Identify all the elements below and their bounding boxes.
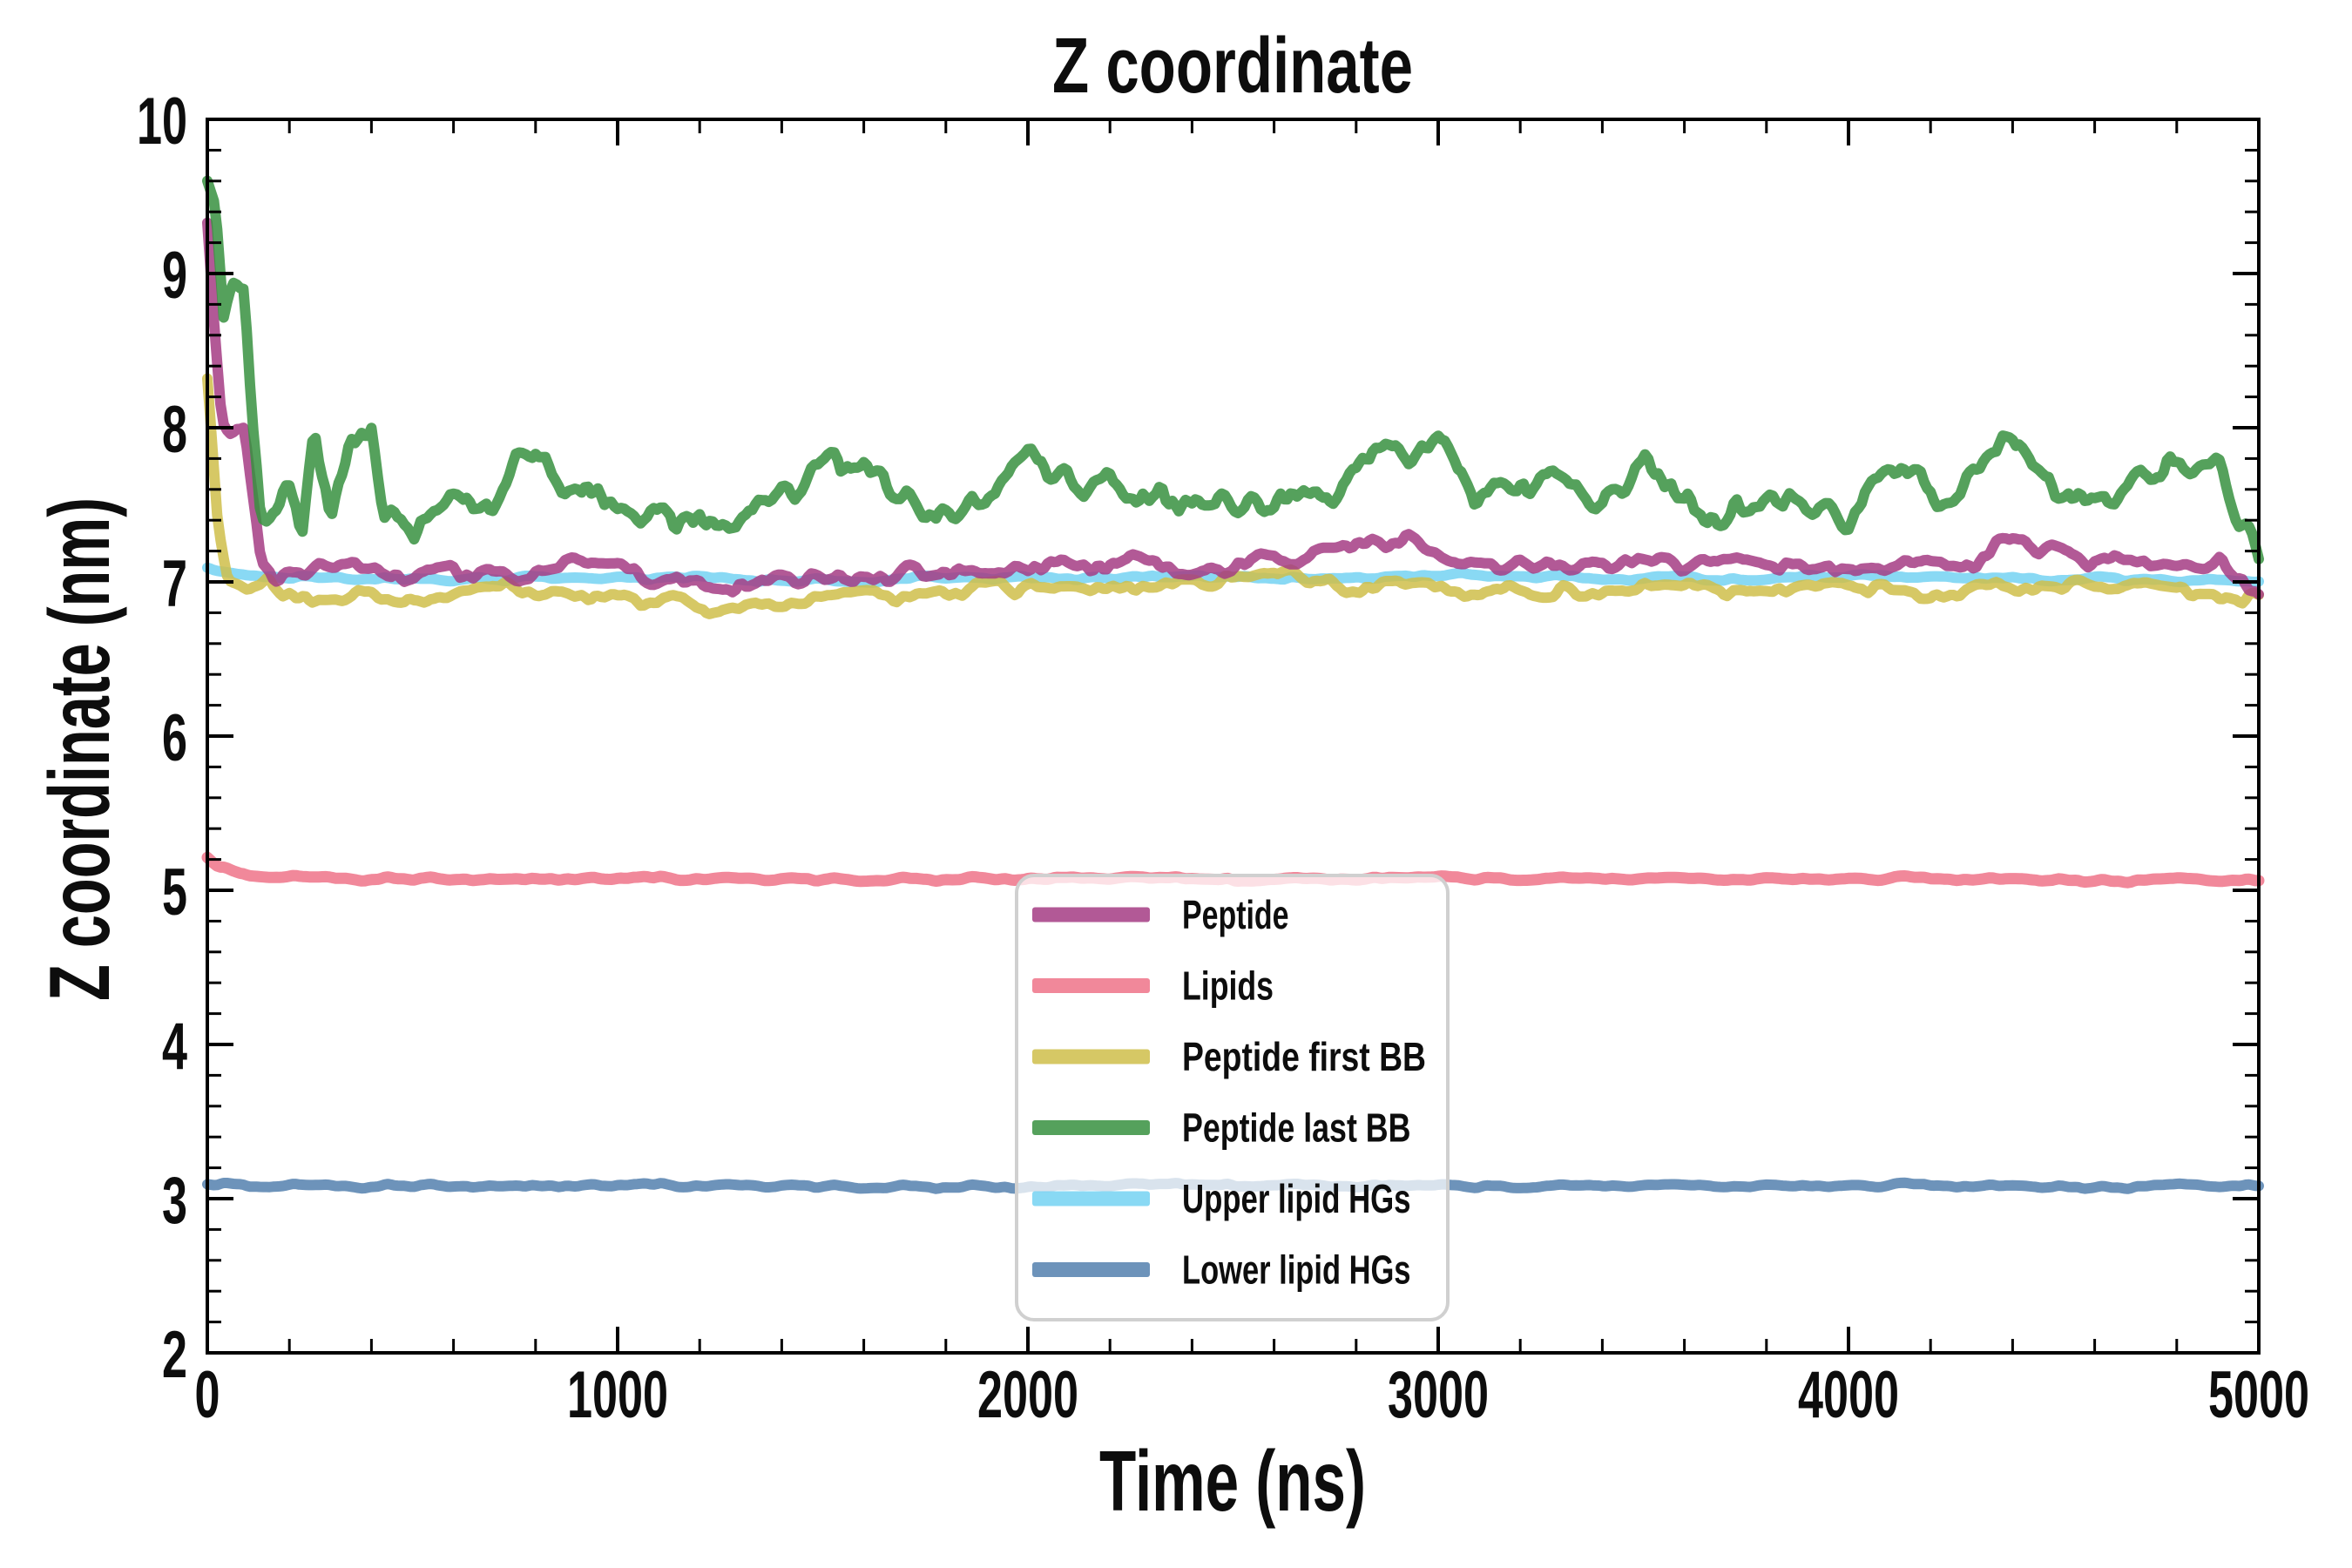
legend-swatch-peptide	[1032, 907, 1150, 923]
legend-swatch-lipids	[1032, 978, 1150, 993]
series-layer	[201, 175, 2265, 1194]
y-axis-tick-label: 9	[162, 239, 187, 313]
legend-label: Peptide last BB	[1182, 1105, 1411, 1151]
x-axis-tick-label: 4000	[1798, 1358, 1899, 1432]
legend-swatch-upper-lipid-hgs	[1032, 1191, 1150, 1206]
y-axis-label: Z coordinate (nm)	[31, 497, 127, 1001]
legend-label: Lipids	[1182, 963, 1274, 1009]
axis-tick-labels: 0 1000 2000 3000 4000 5000 2 3 4 5 6 7 8 9 10	[137, 84, 2309, 1432]
x-axis-tick-label: 2000	[977, 1358, 1078, 1432]
legend-item: Peptide	[1032, 892, 1289, 937]
chart-title: Z coordinate	[1052, 23, 1413, 110]
axes-layer: 0 1000 2000 3000 4000 5000 2 3 4 5 6 7 8 9 10	[137, 84, 2309, 1432]
x-axis-tick-label: 1000	[567, 1358, 668, 1432]
legend-swatch-peptide-last-bb	[1032, 1120, 1150, 1135]
legend-item: Peptide last BB	[1032, 1105, 1411, 1151]
legend-item: Lower lipid HGs	[1032, 1247, 1411, 1293]
legend-swatch-lower-lipid-hgs	[1032, 1262, 1150, 1277]
y-axis-tick-label: 5	[162, 855, 187, 929]
series-line-peptide-first-bb	[202, 373, 2264, 619]
x-axis-label: Time (ns)	[1099, 1433, 1366, 1529]
legend-item: Peptide first BB	[1032, 1034, 1426, 1079]
y-axis-tick-label: 3	[162, 1164, 187, 1238]
series-line-peptide-last-bb	[202, 175, 2264, 564]
y-axis-tick-label: 6	[162, 701, 187, 775]
legend-label: Upper lipid HGs	[1182, 1176, 1411, 1221]
legend-label: Peptide	[1182, 892, 1289, 937]
y-axis-tick-label: 8	[162, 393, 187, 467]
legend-label: Lower lipid HGs	[1182, 1247, 1411, 1293]
x-axis-tick-label: 3000	[1388, 1358, 1489, 1432]
legend: Peptide Lipids Peptide first BB Peptide las…	[1015, 874, 1450, 1321]
legend-swatch-peptide-first-bb	[1032, 1049, 1150, 1064]
y-axis-tick-label: 10	[137, 84, 187, 159]
y-axis-tick-label: 2	[162, 1318, 187, 1392]
legend-label: Peptide first BB	[1182, 1034, 1426, 1079]
y-axis-tick-label: 4	[162, 1010, 187, 1084]
series-line-peptide	[202, 217, 2264, 600]
axis-ticks	[206, 118, 2261, 1355]
x-axis-tick-label: 0	[195, 1358, 220, 1432]
legend-item: Lipids	[1032, 963, 1274, 1009]
x-axis-tick-label: 5000	[2208, 1358, 2309, 1432]
y-axis-tick-label: 7	[162, 547, 187, 621]
legend-item: Upper lipid HGs	[1032, 1176, 1411, 1221]
